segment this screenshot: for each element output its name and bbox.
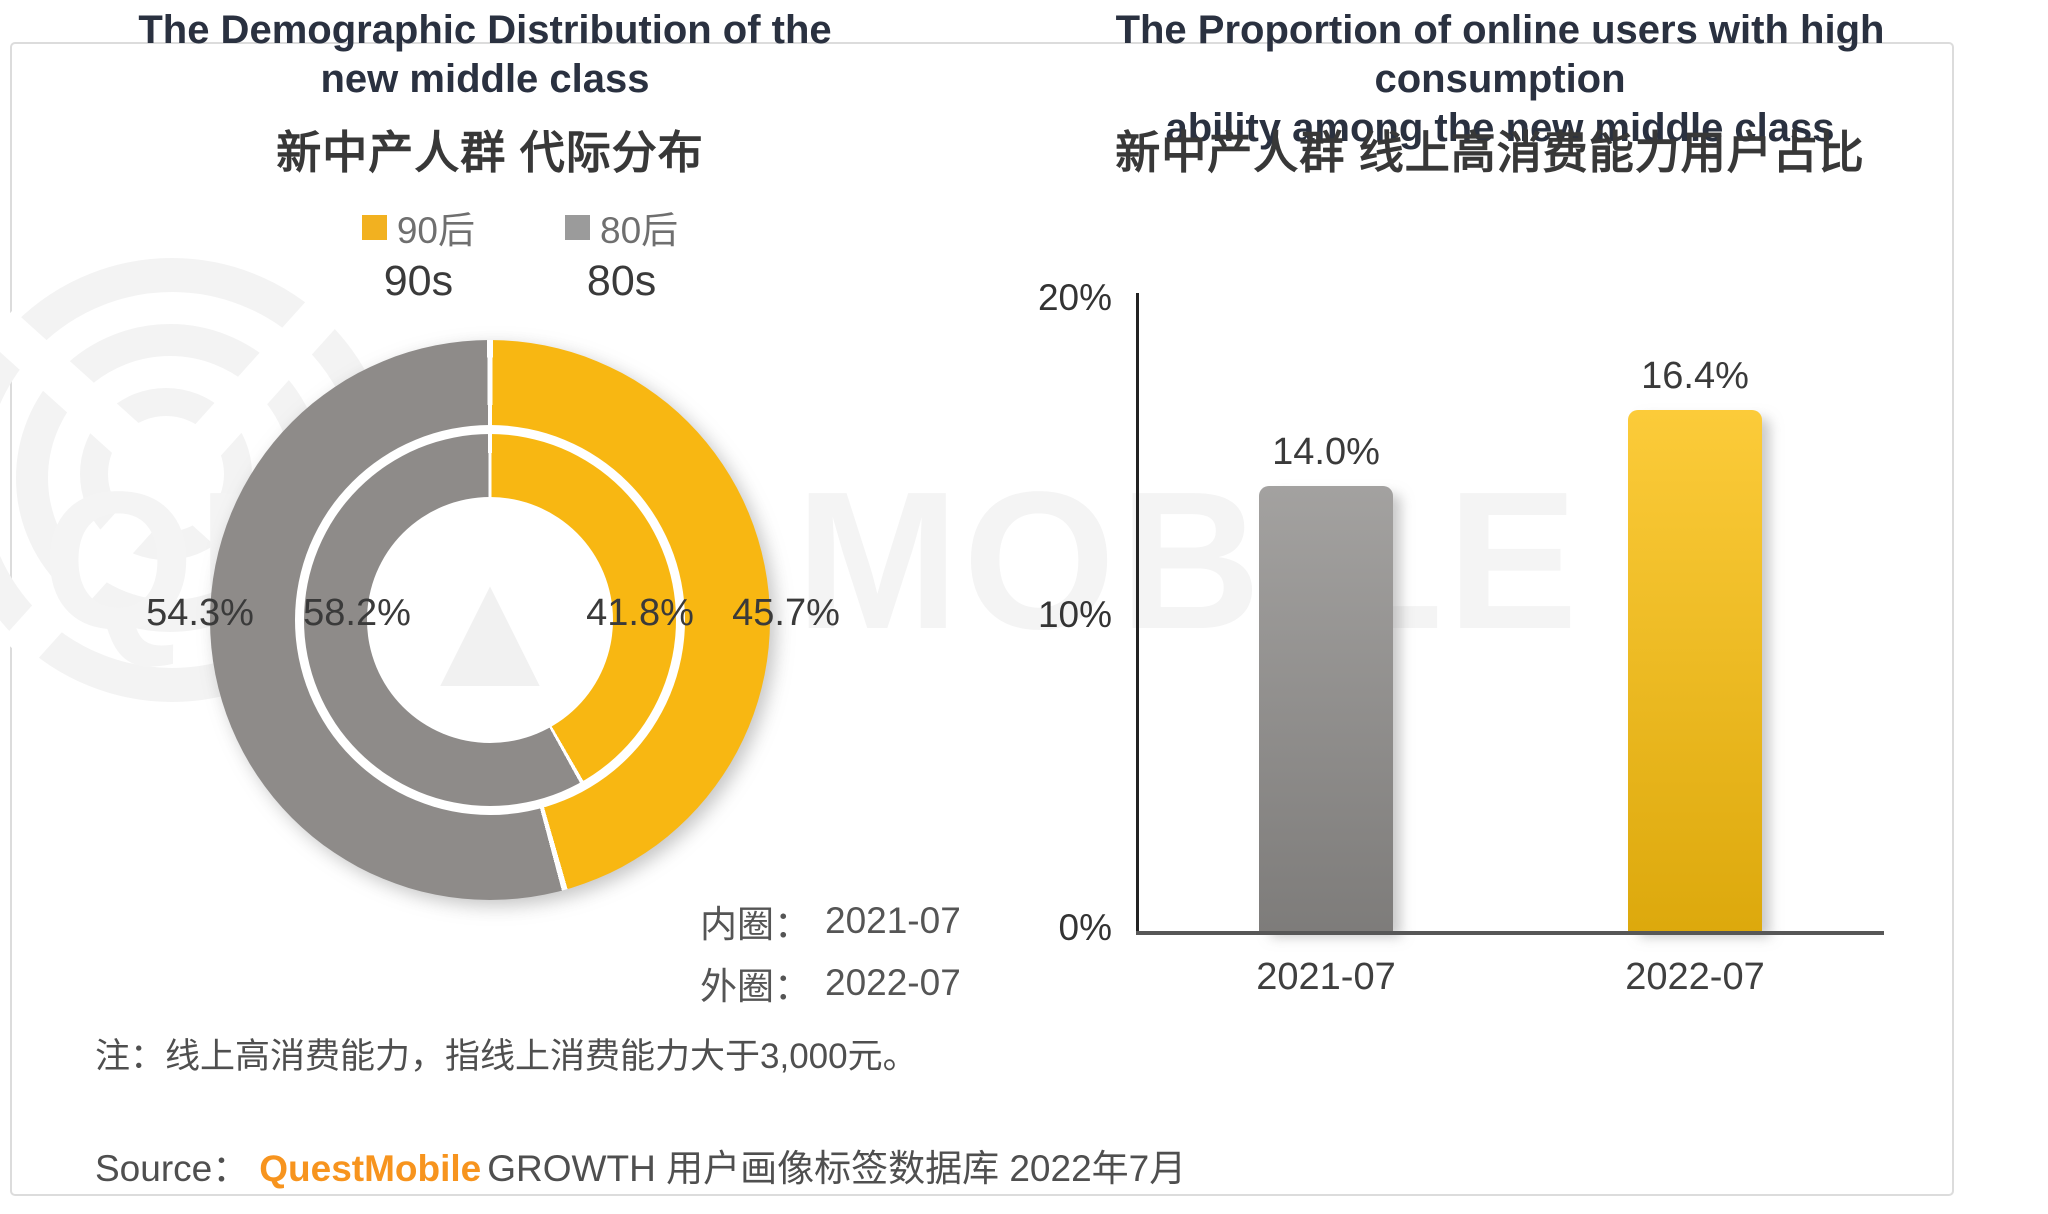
logo-triangle-watermark: ▲ [405,533,575,723]
bar-group-2021-07: 14.0% [1259,295,1393,933]
bar-value-2022-07: 16.4% [1641,355,1749,397]
legend-item-90s: 90后 90s [361,200,475,306]
bar-chart-plot: 14.0% 16.4% [1138,295,1884,933]
donut-legend: 90后 90s 80后 80s [170,200,870,306]
inner-ring-note: 内圈： 2021-07 [700,890,961,952]
inner-ring-note-value: 2021-07 [825,900,961,941]
x-axis-line [1136,931,1884,935]
bar-2022-07 [1628,410,1762,933]
right-title-line2: ability among the new middle class [1165,106,1835,150]
bar-group-2022-07: 16.4% [1628,295,1762,933]
donut-label-outer-yellow: 45.7% [732,592,840,634]
right-chart-title-en: The Proportion of online users with high… [1000,6,2000,153]
y-tick-0: 0% [1058,907,1112,948]
left-chart-title-en: The Demographic Distribution of the new … [105,6,865,104]
left-chart-title-zh: 新中产人群 代际分布 [276,127,704,178]
donut-chart: ▲ [210,340,770,900]
legend-item-80s: 80后 80s [565,200,678,306]
y-tick-10: 10% [1037,594,1112,635]
legend-label-90hou: 90后 [396,210,475,251]
legend-label-80s: 80s [586,257,657,305]
source-prefix: Source： [95,1148,250,1189]
outer-ring-note-value: 2022-07 [825,962,961,1003]
outer-ring-note: 外圈： 2022-07 [700,952,961,1014]
x-label-2021-07: 2021-07 [1256,956,1396,998]
left-title-line2: new middle class [320,57,650,101]
legend-label-90s: 90s [383,257,454,305]
legend-swatch-90s [361,214,387,240]
donut-label-inner-gray: 58.2% [303,592,411,634]
donut-label-inner-yellow: 41.8% [586,592,694,634]
x-label-2022-07: 2022-07 [1625,956,1765,998]
bar-value-2021-07: 14.0% [1272,431,1380,473]
inner-ring-note-label: 内圈： [700,904,811,945]
left-title-line1: The Demographic Distribution of the [138,8,832,52]
bar-2021-07 [1259,486,1393,933]
donut-label-outer-gray: 54.3% [146,592,254,634]
donut-hole [367,497,613,743]
legend-swatch-80s [565,214,590,240]
legend-label-80hou: 80后 [600,210,679,251]
y-tick-20: 20% [1037,277,1112,318]
footnote: 注：线上高消费能力，指线上消费能力大于3,000元。 [95,1037,918,1076]
source-suffix: GROWTH 用户画像标签数据库 2022年7月 [487,1148,1187,1189]
source-brand: QuestMobile [259,1148,482,1189]
y-axis-line [1136,293,1139,935]
ring-period-notes: 内圈： 2021-07 外圈： 2022-07 [700,890,961,1014]
outer-ring-note-label: 外圈： [700,966,811,1007]
source-line: Source： QuestMobile GROWTH 用户画像标签数据库 2022年… [95,1138,1186,1192]
right-title-line1: The Proportion of online users with high… [1115,8,1885,101]
right-chart-title-zh: 新中产人群 线上高消费能力用户占比 [1115,127,1865,178]
